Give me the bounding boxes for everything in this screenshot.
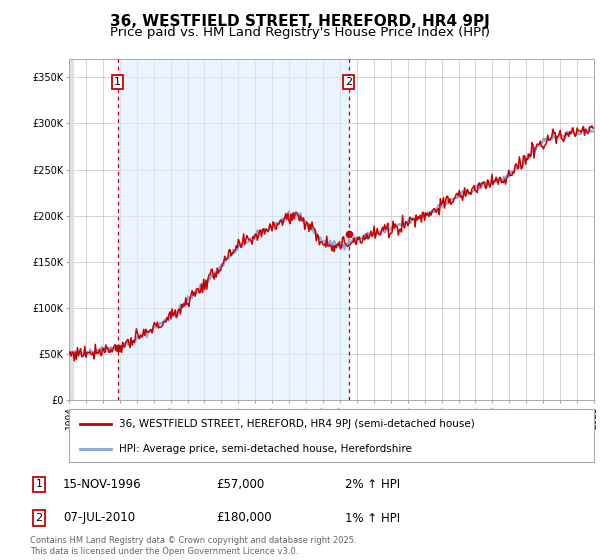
Text: 1: 1 [114, 77, 121, 87]
Text: Contains HM Land Registry data © Crown copyright and database right 2025.
This d: Contains HM Land Registry data © Crown c… [30, 536, 356, 556]
Text: 1: 1 [35, 479, 43, 489]
Text: 2% ↑ HPI: 2% ↑ HPI [345, 478, 400, 491]
Bar [118, 59, 349, 400]
Text: 2: 2 [35, 513, 43, 523]
Text: 07-JUL-2010: 07-JUL-2010 [63, 511, 135, 525]
Text: 1% ↑ HPI: 1% ↑ HPI [345, 511, 400, 525]
Text: 2: 2 [345, 77, 352, 87]
Text: Price paid vs. HM Land Registry's House Price Index (HPI): Price paid vs. HM Land Registry's House … [110, 26, 490, 39]
Text: 15-NOV-1996: 15-NOV-1996 [63, 478, 142, 491]
Text: £180,000: £180,000 [216, 511, 272, 525]
Text: 36, WESTFIELD STREET, HEREFORD, HR4 9PJ: 36, WESTFIELD STREET, HEREFORD, HR4 9PJ [110, 14, 490, 29]
Text: 36, WESTFIELD STREET, HEREFORD, HR4 9PJ (semi-detached house): 36, WESTFIELD STREET, HEREFORD, HR4 9PJ … [119, 419, 475, 429]
Text: £57,000: £57,000 [216, 478, 264, 491]
Bar [69, 59, 74, 400]
Text: HPI: Average price, semi-detached house, Herefordshire: HPI: Average price, semi-detached house,… [119, 444, 412, 454]
